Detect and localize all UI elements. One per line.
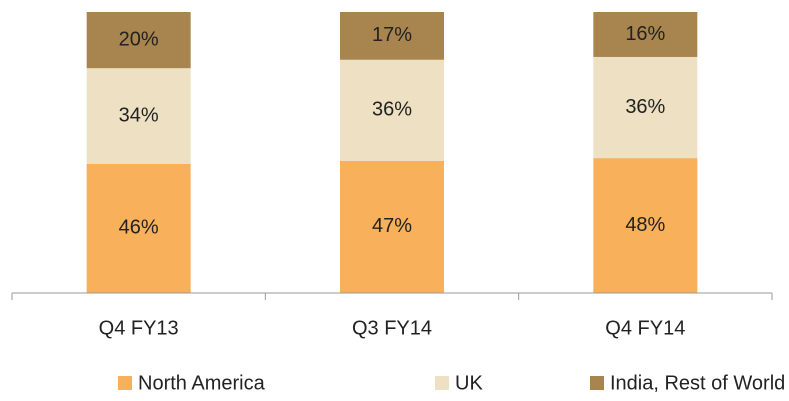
data-label: 36% <box>372 99 412 121</box>
data-label: 16% <box>625 23 665 45</box>
legend-label: India, Rest of World <box>610 372 785 394</box>
legend-swatch <box>118 376 132 390</box>
x-tick-label: Q3 FY14 <box>352 317 432 339</box>
data-label: 48% <box>625 214 665 236</box>
data-label: 34% <box>119 104 159 126</box>
bar-segment <box>86 68 191 164</box>
data-label: 47% <box>372 215 412 237</box>
bar-segment <box>340 160 444 293</box>
x-tick-label: Q4 FY13 <box>99 317 179 339</box>
bar-segment <box>593 158 698 293</box>
data-label: 36% <box>625 96 665 118</box>
bar-segment <box>593 56 698 159</box>
data-label: 20% <box>119 28 159 50</box>
data-label: 17% <box>372 24 412 46</box>
x-tick-label: Q4 FY14 <box>605 317 685 339</box>
bar-segment <box>86 12 191 69</box>
legend-label: North America <box>138 372 266 394</box>
bar-segment <box>340 59 444 161</box>
bar-segment <box>86 163 191 293</box>
legend-swatch <box>590 376 604 390</box>
bar-segment <box>340 12 444 60</box>
legend-swatch <box>435 376 449 390</box>
data-label: 46% <box>119 217 159 239</box>
bar-segment <box>593 12 698 57</box>
legend-label: UK <box>455 372 483 394</box>
